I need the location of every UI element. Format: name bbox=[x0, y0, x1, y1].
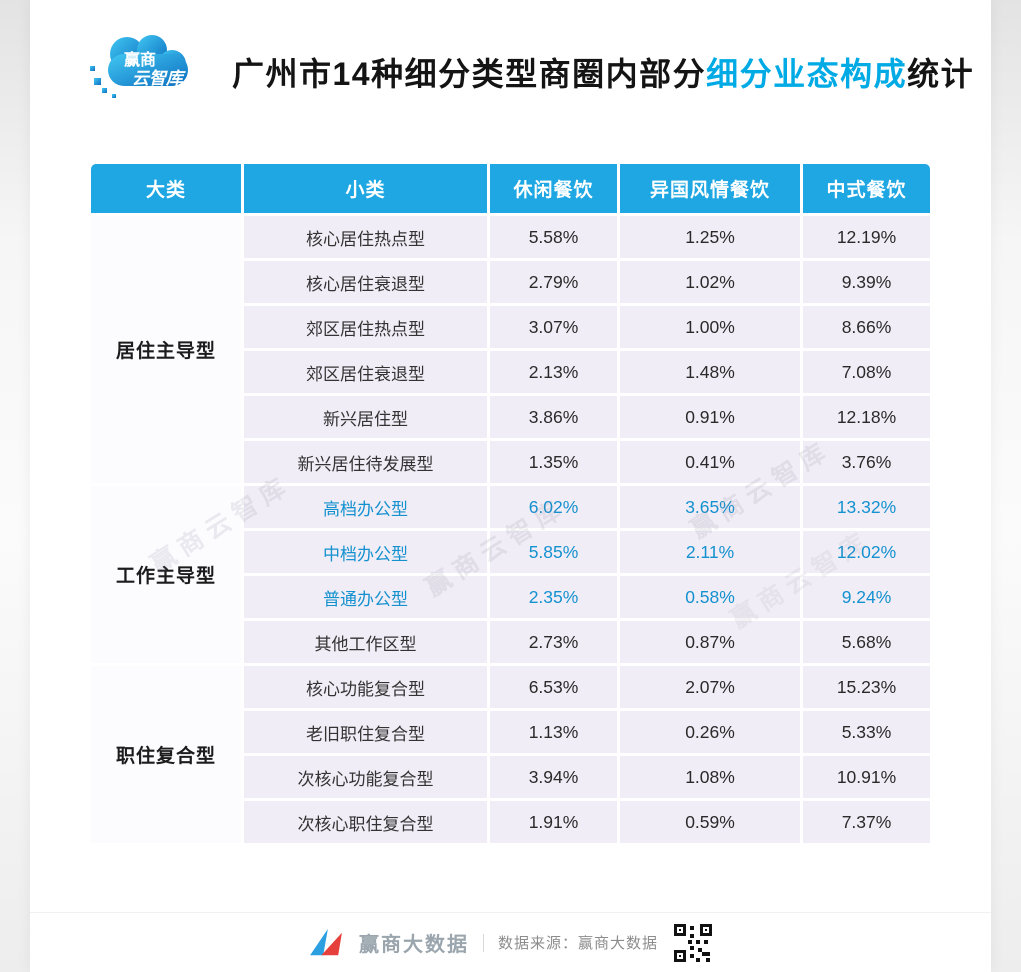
logo-text-line1: 赢商 bbox=[124, 50, 156, 69]
value-cell: 1.91% bbox=[490, 801, 617, 843]
value-cell: 2.13% bbox=[490, 351, 617, 393]
data-source-note: 数据来源：赢商大数据 bbox=[497, 935, 658, 952]
value-cell: 1.08% bbox=[620, 756, 800, 798]
value-cell: 2.79% bbox=[490, 261, 617, 303]
brand-logo: 赢商 云智库 bbox=[82, 28, 202, 115]
value-cell: 6.53% bbox=[490, 666, 617, 708]
subcategory-cell: 次核心功能复合型 bbox=[244, 756, 487, 798]
value-cell: 13.32% bbox=[803, 486, 930, 528]
column-header-exotic-dining: 异国风情餐饮 bbox=[620, 164, 800, 213]
table-row: 居住主导型 核心居住热点型 5.58% 1.25% 12.19% bbox=[91, 216, 930, 483]
category-cell: 职住复合型 bbox=[91, 666, 241, 843]
value-cell: 3.76% bbox=[803, 441, 930, 483]
value-cell: 1.25% bbox=[620, 216, 800, 258]
value-cell: 5.85% bbox=[490, 531, 617, 573]
header: 赢商 云智库 广州市14种细分类型商圈内部分细分业态构成统计 bbox=[30, 0, 991, 115]
table-row: 老旧职住复合型 1.13% 0.26% 5.33% bbox=[91, 711, 930, 753]
logo-text-line2: 云智库 bbox=[132, 69, 186, 88]
column-header-subcategory: 小类 bbox=[244, 164, 487, 213]
table-row: 核心居住衰退型 2.79% 1.02% 9.39% bbox=[91, 261, 930, 303]
qr-code bbox=[672, 921, 714, 964]
title-highlight: 细分业态构成 bbox=[706, 55, 908, 92]
value-cell: 9.24% bbox=[803, 576, 930, 618]
table-row: 新兴居住型 3.86% 0.91% 12.18% bbox=[91, 396, 930, 438]
value-cell: 0.91% bbox=[620, 396, 800, 438]
table-row: 郊区居住衰退型 2.13% 1.48% 7.08% bbox=[91, 351, 930, 393]
table-row: 次核心职住复合型 1.91% 0.59% 7.37% bbox=[91, 801, 930, 843]
subcategory-cell: 郊区居住热点型 bbox=[244, 306, 487, 348]
subcategory-cell: 郊区居住衰退型 bbox=[244, 351, 487, 393]
cloud-logo-icon: 赢商 云智库 bbox=[90, 35, 188, 98]
value-cell: 3.07% bbox=[490, 306, 617, 348]
subcategory-cell: 普通办公型 bbox=[244, 576, 487, 618]
value-cell: 0.87% bbox=[620, 621, 800, 663]
value-cell: 1.13% bbox=[490, 711, 617, 753]
table-row: 工作主导型 高档办公型 6.02% 3.65% 13.32% bbox=[91, 486, 930, 663]
header-row: 大类 小类 休闲餐饮 异国风情餐饮 中式餐饮 bbox=[91, 164, 930, 213]
value-cell: 3.94% bbox=[490, 756, 617, 798]
infographic-card: 赢商 云智库 广州市14种细分类型商圈内部分细分业态构成统计 赢商云智库 赢商云… bbox=[30, 0, 991, 972]
table-row: 郊区居住热点型 3.07% 1.00% 8.66% bbox=[91, 306, 930, 348]
value-cell: 10.91% bbox=[803, 756, 930, 798]
table-wrap: 大类 小类 休闲餐饮 异国风情餐饮 中式餐饮 居住主导型 核心居住热点型 5.5… bbox=[88, 161, 933, 846]
value-cell: 15.23% bbox=[803, 666, 930, 708]
value-cell: 5.58% bbox=[490, 216, 617, 258]
stats-table: 大类 小类 休闲餐饮 异国风情餐饮 中式餐饮 居住主导型 核心居住热点型 5.5… bbox=[88, 161, 933, 846]
footer-brand: 赢商大数据 bbox=[358, 934, 469, 956]
value-cell: 6.02% bbox=[490, 486, 617, 528]
footer-divider bbox=[482, 933, 484, 952]
value-cell: 1.00% bbox=[620, 306, 800, 348]
table-row: 职住复合型 核心功能复合型 6.53% 2.07% 15.23% bbox=[91, 666, 930, 843]
value-cell: 8.66% bbox=[803, 306, 930, 348]
value-cell: 0.41% bbox=[620, 441, 800, 483]
category-cell: 居住主导型 bbox=[91, 216, 241, 483]
value-cell: 0.58% bbox=[620, 576, 800, 618]
table-row: 中档办公型 5.85% 2.11% 12.02% bbox=[91, 531, 930, 573]
subcategory-cell: 新兴居住型 bbox=[244, 396, 487, 438]
value-cell: 5.68% bbox=[803, 621, 930, 663]
value-cell: 9.39% bbox=[803, 261, 930, 303]
value-cell: 12.19% bbox=[803, 216, 930, 258]
value-cell: 0.59% bbox=[620, 801, 800, 843]
value-cell: 2.73% bbox=[490, 621, 617, 663]
subcategory-cell: 核心居住衰退型 bbox=[244, 261, 487, 303]
value-cell: 2.35% bbox=[490, 576, 617, 618]
value-cell: 0.26% bbox=[620, 711, 800, 753]
category-cell: 工作主导型 bbox=[91, 486, 241, 663]
value-cell: 2.11% bbox=[620, 531, 800, 573]
subcategory-cell: 次核心职住复合型 bbox=[244, 801, 487, 843]
column-header-chinese-dining: 中式餐饮 bbox=[803, 164, 930, 213]
subcategory-cell: 中档办公型 bbox=[244, 531, 487, 573]
column-header-leisure-dining: 休闲餐饮 bbox=[490, 164, 617, 213]
value-cell: 3.86% bbox=[490, 396, 617, 438]
page-title: 广州市14种细分类型商圈内部分细分业态构成统计 bbox=[232, 49, 974, 95]
table-row: 新兴居住待发展型 1.35% 0.41% 3.76% bbox=[91, 441, 930, 483]
value-cell: 7.08% bbox=[803, 351, 930, 393]
table-row: 次核心功能复合型 3.94% 1.08% 10.91% bbox=[91, 756, 930, 798]
subcategory-cell: 其他工作区型 bbox=[244, 621, 487, 663]
subcategory-cell: 核心居住热点型 bbox=[244, 216, 487, 258]
value-cell: 1.35% bbox=[490, 441, 617, 483]
subcategory-cell: 核心功能复合型 bbox=[244, 666, 487, 708]
value-cell: 3.65% bbox=[620, 486, 800, 528]
value-cell: 12.18% bbox=[803, 396, 930, 438]
value-cell: 5.33% bbox=[803, 711, 930, 753]
column-header-category: 大类 bbox=[91, 164, 241, 213]
value-cell: 2.07% bbox=[620, 666, 800, 708]
value-cell: 1.48% bbox=[620, 351, 800, 393]
value-cell: 12.02% bbox=[803, 531, 930, 573]
bird-logo-icon bbox=[310, 928, 342, 955]
subcategory-cell: 高档办公型 bbox=[244, 486, 487, 528]
subcategory-cell: 新兴居住待发展型 bbox=[244, 441, 487, 483]
title-part2: 统计 bbox=[907, 55, 975, 92]
value-cell: 7.37% bbox=[803, 801, 930, 843]
value-cell: 1.02% bbox=[620, 261, 800, 303]
table-row: 普通办公型 2.35% 0.58% 9.24% bbox=[91, 576, 930, 618]
subcategory-cell: 老旧职住复合型 bbox=[244, 711, 487, 753]
footer: 赢商大数据 数据来源：赢商大数据 bbox=[30, 912, 991, 972]
table-row: 其他工作区型 2.73% 0.87% 5.68% bbox=[91, 621, 930, 663]
title-part1: 广州市14种细分类型商圈内部分 bbox=[232, 55, 707, 92]
